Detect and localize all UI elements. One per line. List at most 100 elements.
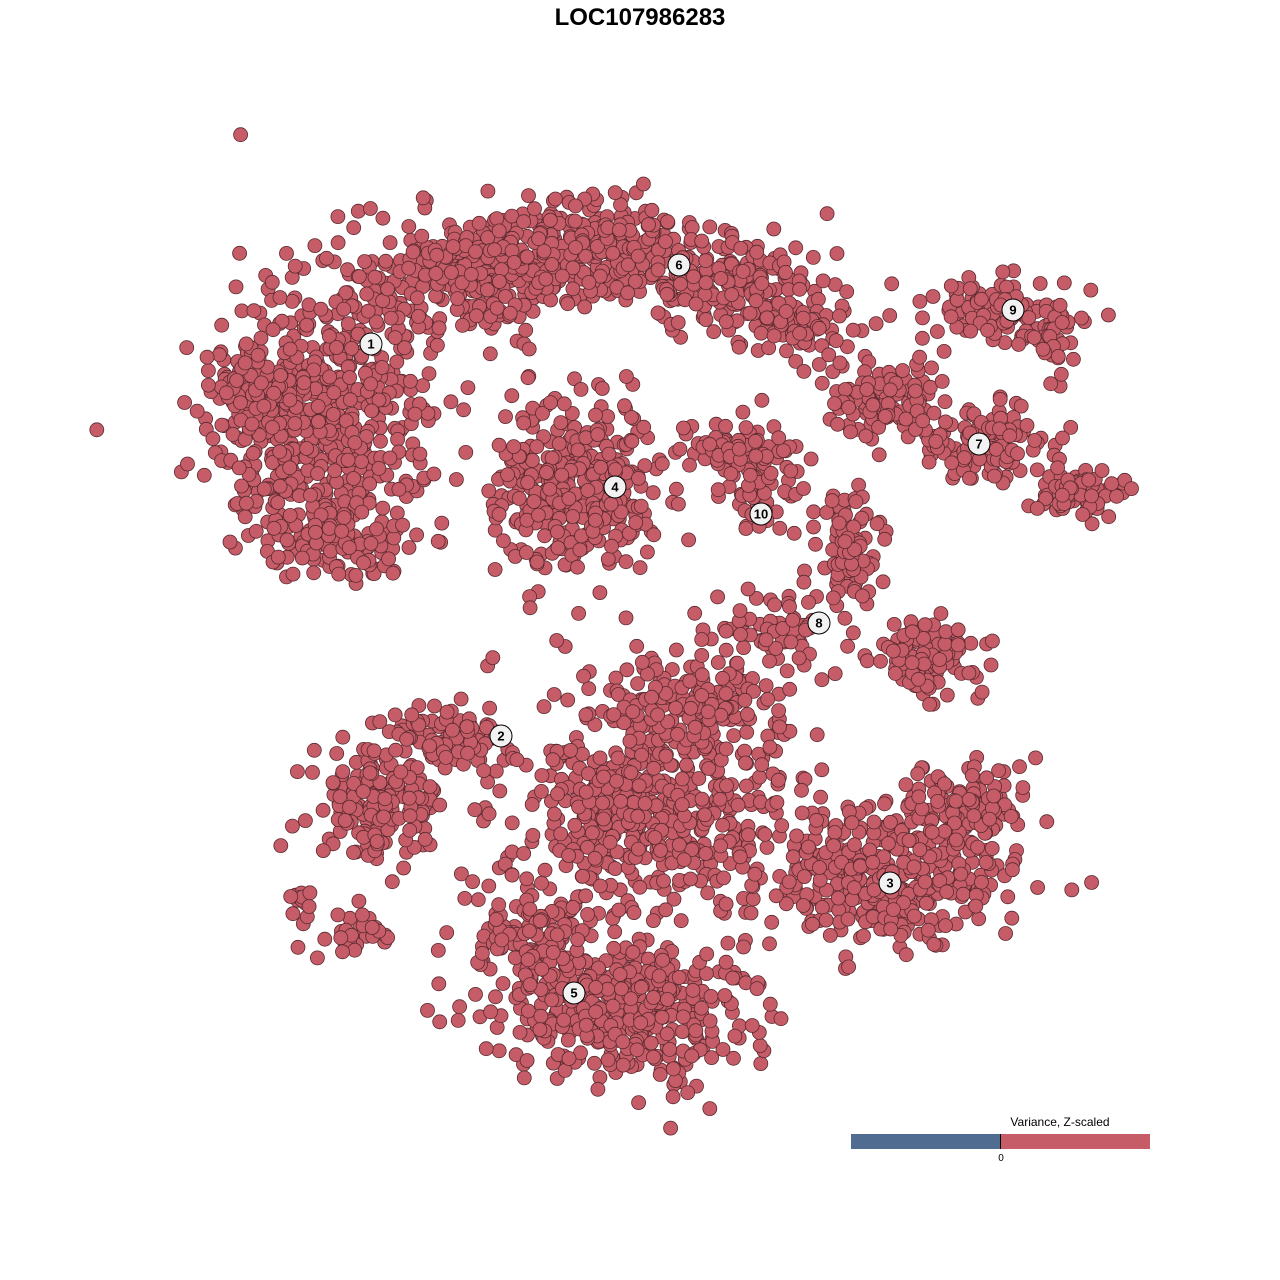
data-point <box>735 263 751 279</box>
data-point <box>233 127 249 143</box>
data-point <box>402 822 418 838</box>
data-point <box>407 406 423 422</box>
data-point <box>430 943 446 958</box>
data-point <box>387 330 403 346</box>
data-point <box>882 382 898 398</box>
data-point <box>266 385 282 401</box>
data-point <box>943 278 959 294</box>
data-point <box>702 1013 718 1029</box>
data-point <box>732 849 748 865</box>
cluster-label-4: 4 <box>603 475 627 499</box>
data-point <box>322 369 338 385</box>
data-point <box>662 1042 677 1057</box>
data-point <box>1002 428 1018 444</box>
data-point <box>455 317 470 333</box>
data-point <box>397 340 412 356</box>
data-point <box>362 201 378 216</box>
data-point <box>984 841 1000 856</box>
data-point <box>776 443 791 459</box>
data-point <box>1004 910 1020 926</box>
data-point <box>694 688 710 703</box>
data-point <box>727 1028 743 1044</box>
data-point <box>982 811 997 827</box>
data-point <box>607 861 623 876</box>
data-point <box>511 491 527 506</box>
data-point <box>796 869 812 884</box>
data-point <box>814 672 830 688</box>
data-point <box>593 459 609 475</box>
data-point <box>645 485 661 501</box>
data-point <box>650 262 666 278</box>
data-point <box>346 845 361 860</box>
data-point <box>378 253 394 269</box>
data-point <box>222 534 238 550</box>
data-point <box>548 191 563 207</box>
data-point <box>754 275 770 291</box>
data-point <box>428 266 444 281</box>
data-point <box>924 824 940 840</box>
data-point <box>330 235 346 251</box>
data-point <box>625 944 641 960</box>
data-point <box>883 814 898 830</box>
data-point <box>411 308 426 324</box>
data-point <box>830 416 845 432</box>
data-point <box>568 240 583 255</box>
data-point <box>671 496 686 512</box>
data-point <box>414 228 430 244</box>
data-point <box>438 750 454 765</box>
data-point <box>1066 351 1081 367</box>
data-point <box>600 551 616 567</box>
data-point <box>342 370 358 385</box>
data-point <box>336 301 352 317</box>
data-point <box>550 540 566 556</box>
data-point <box>429 337 445 353</box>
data-point <box>718 896 734 912</box>
data-point <box>431 976 447 992</box>
data-point <box>801 839 816 855</box>
data-point <box>1029 500 1045 516</box>
data-point <box>376 809 392 825</box>
data-point <box>953 866 969 882</box>
data-point <box>983 657 999 673</box>
data-point <box>313 301 329 317</box>
data-point <box>321 328 337 344</box>
data-point <box>233 395 248 411</box>
data-point <box>329 746 345 761</box>
data-point <box>89 422 105 438</box>
data-point <box>732 603 748 618</box>
data-point <box>483 1004 499 1020</box>
data-point <box>762 739 778 755</box>
data-point <box>238 495 254 511</box>
data-point <box>888 666 903 681</box>
data-point <box>554 467 570 483</box>
data-point <box>350 203 366 219</box>
data-point <box>282 508 298 523</box>
cluster-label-7: 7 <box>967 432 991 456</box>
data-point <box>561 848 576 863</box>
data-point <box>740 707 755 722</box>
data-point <box>1005 862 1020 878</box>
data-point <box>805 916 820 932</box>
data-point <box>1083 282 1099 298</box>
data-point <box>434 515 450 531</box>
data-point <box>698 275 714 291</box>
data-point <box>749 244 765 260</box>
data-point <box>830 890 846 906</box>
data-point <box>593 878 608 894</box>
data-point <box>516 846 532 861</box>
data-point <box>658 748 674 764</box>
data-point <box>338 285 354 301</box>
data-point <box>742 467 758 483</box>
data-point <box>305 765 320 780</box>
data-point <box>357 254 373 269</box>
data-point <box>822 928 838 943</box>
data-point <box>716 870 731 886</box>
data-point <box>702 436 718 452</box>
data-point <box>279 245 294 261</box>
data-point <box>974 684 990 700</box>
data-point <box>827 396 842 412</box>
data-point <box>214 317 230 333</box>
data-point <box>448 472 464 487</box>
data-point <box>491 506 507 522</box>
data-point <box>760 691 776 707</box>
